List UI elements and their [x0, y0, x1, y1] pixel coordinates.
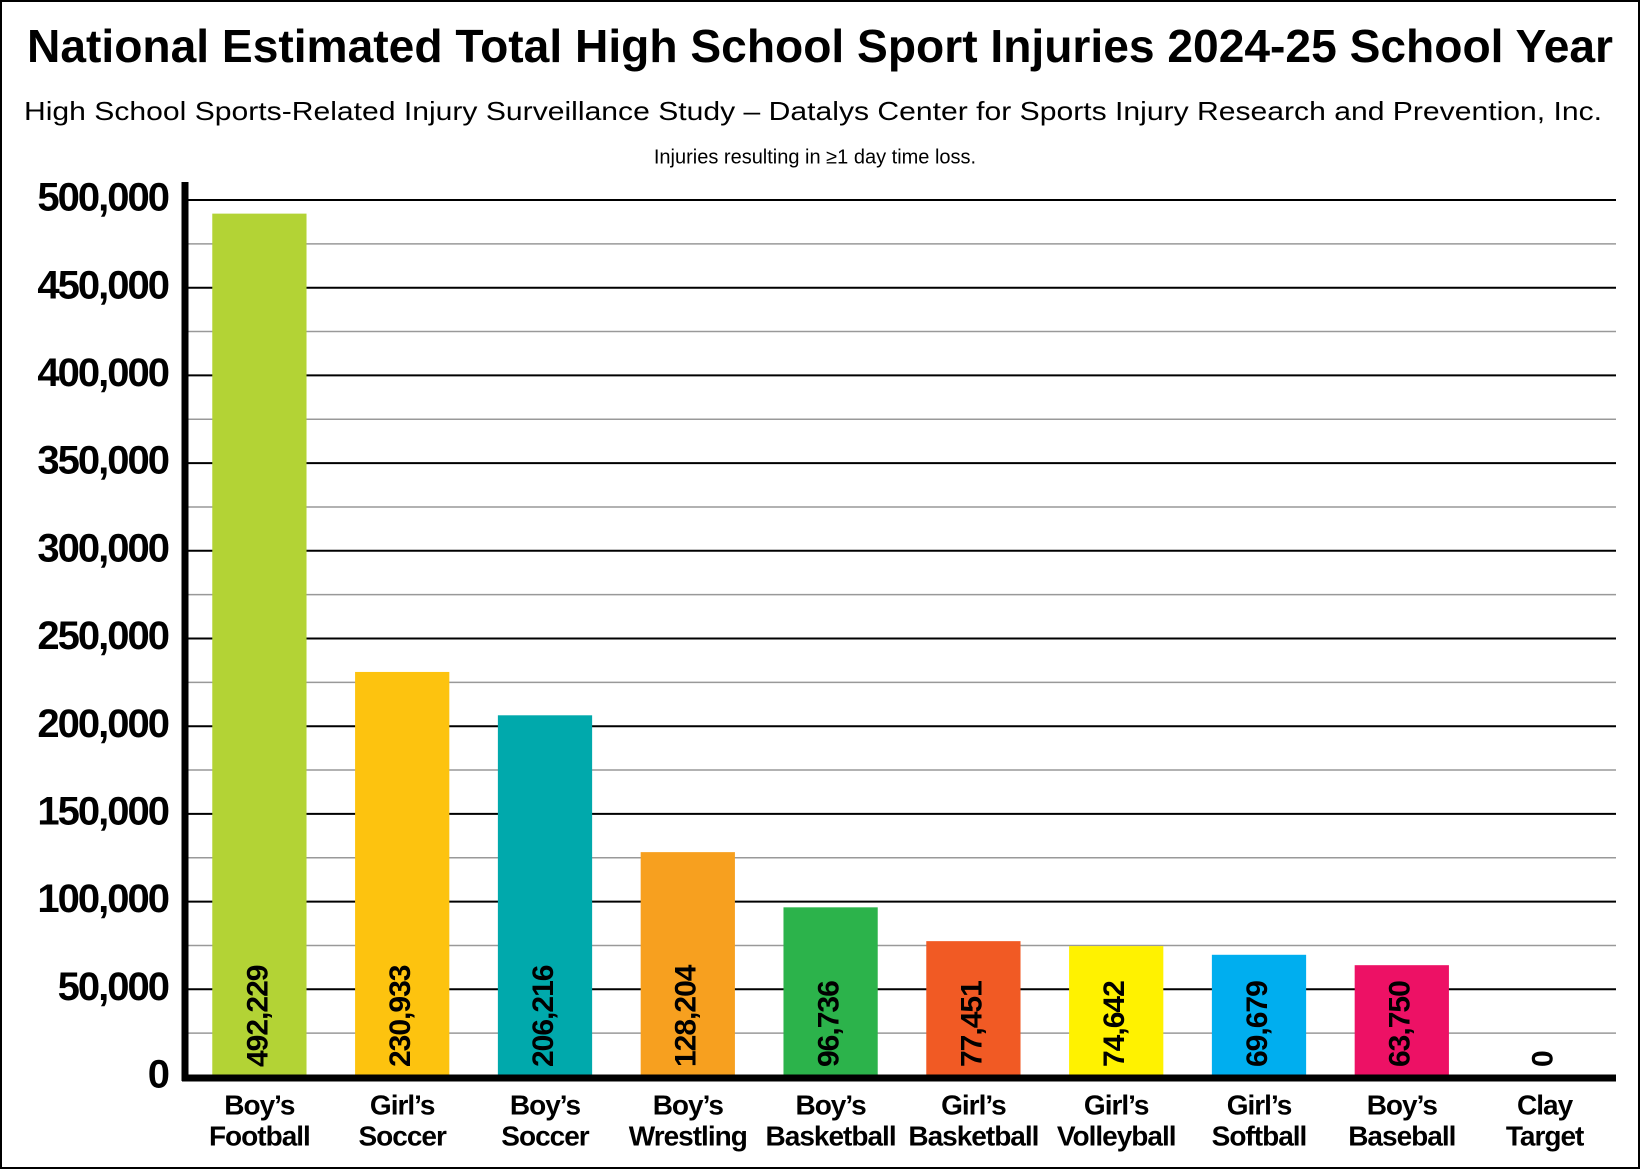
x-tick-label: Girl’s — [941, 1089, 1006, 1120]
y-tick-label: 200,000 — [37, 702, 168, 746]
x-tick-label: Football — [209, 1120, 310, 1151]
y-tick-label: 100,000 — [37, 877, 168, 921]
x-tick-label: Boy’s — [1367, 1089, 1438, 1120]
bar — [1354, 965, 1449, 1077]
value-label: 69,679 — [1241, 981, 1274, 1067]
x-tick-label: Soccer — [358, 1120, 446, 1151]
value-label: 63,750 — [1384, 981, 1417, 1067]
y-tick-label: 500,000 — [37, 176, 168, 220]
x-tick-label: Target — [1506, 1120, 1584, 1151]
x-tick-label: Boy’s — [795, 1089, 866, 1120]
chart-subtitle: High School Sports-Related Injury Survei… — [24, 96, 1602, 126]
y-tick-label: 350,000 — [37, 439, 168, 483]
value-label: 0 — [1527, 1051, 1560, 1067]
value-label: 492,229 — [241, 965, 274, 1067]
value-label: 96,736 — [813, 981, 846, 1067]
value-label: 77,451 — [955, 981, 988, 1067]
y-tick-label: 400,000 — [37, 351, 168, 395]
y-tick-label: 300,000 — [37, 526, 168, 570]
chart-title: National Estimated Total High School Spo… — [27, 20, 1613, 72]
x-tick-label: Basketball — [908, 1120, 1038, 1151]
x-tick-label: Boy’s — [653, 1089, 724, 1120]
y-tick-label: 450,000 — [37, 263, 168, 307]
chart-note: Injuries resulting in ≥1 day time loss. — [654, 146, 976, 168]
bar — [783, 907, 878, 1077]
bar — [640, 852, 735, 1077]
bar — [926, 941, 1021, 1077]
y-tick-label: 0 — [148, 1053, 169, 1097]
x-tick-label: Basketball — [766, 1120, 896, 1151]
x-tick-label: Girl’s — [1084, 1089, 1149, 1120]
value-label: 206,216 — [527, 965, 560, 1067]
x-tick-label: Soccer — [501, 1120, 589, 1151]
x-tick-label: Boy’s — [224, 1089, 295, 1120]
x-tick-label: Girl’s — [370, 1089, 435, 1120]
value-label: 74,642 — [1098, 981, 1131, 1067]
x-tick-label: Boy’s — [510, 1089, 581, 1120]
x-tick-label: Wrestling — [629, 1120, 747, 1151]
value-label: 230,933 — [384, 965, 417, 1067]
x-tick-label: Clay — [1517, 1089, 1574, 1120]
bar — [355, 671, 450, 1077]
value-label: 128,204 — [670, 964, 703, 1067]
bar — [497, 715, 593, 1077]
bar — [1069, 946, 1164, 1077]
y-tick-label: 150,000 — [37, 789, 168, 833]
x-tick-label: Baseball — [1348, 1120, 1455, 1151]
x-tick-label: Softball — [1212, 1120, 1307, 1151]
x-tick-label: Girl’s — [1227, 1089, 1292, 1120]
bar — [212, 213, 307, 1077]
x-tick-label: Volleyball — [1057, 1120, 1176, 1151]
y-tick-label: 250,000 — [37, 614, 168, 658]
bar — [1211, 954, 1307, 1077]
y-tick-label: 50,000 — [58, 965, 169, 1009]
